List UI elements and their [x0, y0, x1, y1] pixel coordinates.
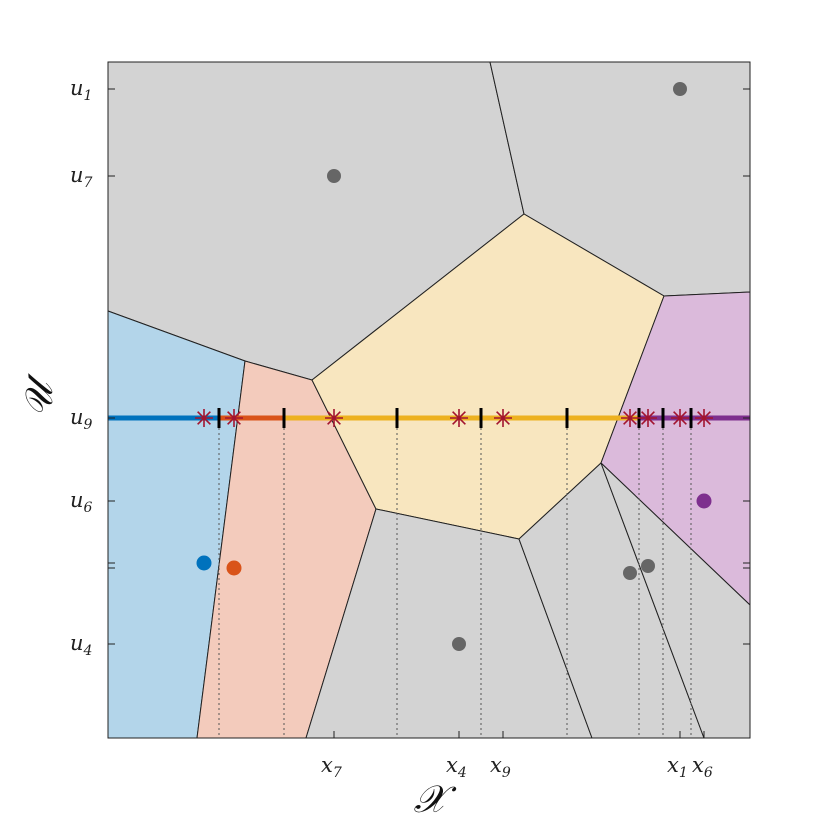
x-tick-label: x6 [692, 753, 713, 781]
x-tick-label: x7 [321, 753, 342, 781]
y-tick-labels: u1 u7 u9 u6 u4 [70, 76, 93, 659]
y-axis-title: 𝒰 [17, 373, 61, 417]
x-tick-labels: x7 x4 x9 x1 x6 [321, 753, 713, 781]
y-tick-label: u4 [70, 631, 92, 659]
star-marker [225, 409, 243, 427]
x-axis-title: 𝒳 [414, 777, 457, 821]
gray-point [641, 559, 655, 573]
y-tick-label: u6 [70, 488, 93, 516]
axes-box [107, 61, 751, 739]
x-tick-label: x1 [667, 753, 688, 781]
breakpoint-ticks [217, 408, 693, 428]
y-tick-label: u7 [70, 163, 93, 191]
star-markers [195, 409, 713, 427]
gray-point [452, 637, 466, 651]
star-marker [621, 409, 639, 427]
orange-point [226, 560, 242, 576]
x-tick-label: x4 [446, 753, 467, 781]
purple-point [696, 493, 712, 509]
axis-ticks [108, 88, 750, 738]
blue-point [196, 555, 212, 571]
gray-point [327, 169, 341, 183]
gray-point [673, 82, 687, 96]
x-tick-label: x9 [490, 753, 511, 781]
star-marker [639, 409, 657, 427]
voronoi-regions [107, 61, 751, 739]
points [196, 82, 712, 651]
star-marker [195, 409, 213, 427]
gray-point [623, 566, 637, 580]
star-marker [695, 409, 713, 427]
dotted-projections [218, 418, 692, 738]
y-tick-label: u9 [70, 405, 93, 433]
star-marker [494, 409, 512, 427]
star-marker [325, 409, 343, 427]
y-tick-label: u1 [70, 76, 92, 104]
star-marker [671, 409, 689, 427]
star-marker [450, 409, 468, 427]
